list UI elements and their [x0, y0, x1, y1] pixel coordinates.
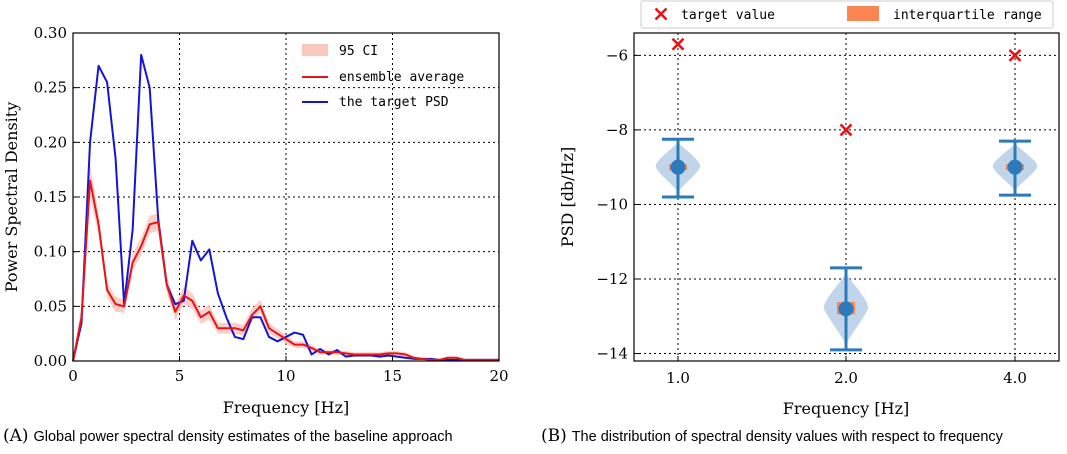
target-value-marker — [1008, 48, 1022, 62]
chart-b: 1.0 2.0 4.0 −14 −12 −10 −8 −6 Frequency [Hz] PS… — [558, 0, 1060, 418]
median-marker — [1007, 159, 1023, 175]
chart-b-legend: target value interquartile range — [640, 0, 1054, 29]
chart-a-ci-band — [73, 164, 499, 361]
chart-a-ci-band-group — [73, 164, 499, 361]
target-value-marker — [839, 123, 853, 137]
chart-a-ytick-label: 0.20 — [34, 133, 67, 151]
chart-a-ylabel: Power Spectral Density — [2, 102, 21, 293]
chart-a-grid — [73, 33, 499, 361]
chart-a-xtick-label: 5 — [175, 367, 185, 385]
chart-a-ytick-label: 0.10 — [34, 243, 67, 261]
chart-b-marks — [655, 37, 1038, 352]
chart-b-ytick-label: −14 — [596, 345, 628, 363]
chart-a-xtick-label: 0 — [68, 367, 78, 385]
chart-b-xtick-label: 4.0 — [1003, 369, 1027, 387]
chart-a: 0 5 10 15 20 0.00 0.05 0.10 0.15 0.20 0.25 0.30 Fre… — [2, 24, 509, 417]
target-cross-stroke — [671, 37, 685, 51]
chart-a-legend: 95 CI ensemble average the target PSD — [302, 44, 464, 110]
caption-a: (A) Global power spectral density estima… — [3, 426, 453, 446]
legend-iqr-label: interquartile range — [893, 8, 1042, 23]
chart-a-xtick-label: 15 — [383, 367, 402, 385]
chart-a-ytick-label: 0.25 — [34, 79, 67, 97]
chart-b-ticks: 1.0 2.0 4.0 −14 −12 −10 −8 −6 — [596, 46, 1027, 387]
chart-b-ytick-label: −10 — [596, 195, 628, 213]
chart-b-xlabel: Frequency [Hz] — [783, 399, 910, 418]
caption-b-text: The distribution of spectral density val… — [571, 429, 1003, 445]
chart-b-grid — [634, 33, 1059, 361]
legend-target-cross — [654, 7, 668, 21]
legend-ensemble-label: ensemble average — [339, 70, 464, 85]
target-cross-stroke — [839, 123, 853, 137]
chart-b-xtick-label: 1.0 — [666, 369, 690, 387]
chart-b-ylabel: PSD [db/Hz] — [558, 147, 577, 247]
chart-a-ytick-label: 0.30 — [34, 24, 67, 42]
chart-a-ytick-label: 0.15 — [34, 188, 67, 206]
chart-a-xtick-label: 20 — [489, 367, 508, 385]
legend-iqr-swatch — [847, 6, 879, 21]
chart-a-ytick-label: 0.05 — [34, 297, 67, 315]
legend-ci-label: 95 CI — [339, 44, 378, 59]
legend-target-value-label: target value — [681, 8, 775, 23]
caption-a-label: (A) — [3, 426, 29, 446]
chart-a-ytick-label: 0.00 — [34, 352, 67, 370]
series-ensemble-average-line — [72, 179, 499, 362]
chart-a-xtick-label: 10 — [276, 367, 295, 385]
legend-ci-swatch — [302, 44, 328, 56]
caption-b-label: (B) — [541, 426, 567, 446]
chart-b-ytick-label: −12 — [596, 270, 628, 288]
chart-b-ytick-label: −6 — [606, 46, 628, 64]
median-marker — [670, 159, 686, 175]
chart-a-series-lines — [72, 53, 499, 362]
chart-a-ticks: 0 5 10 15 20 0.00 0.05 0.10 0.15 0.20 0.25 0.30 — [34, 24, 509, 385]
legend-target-marker — [654, 7, 668, 21]
chart-a-xlabel: Frequency [Hz] — [223, 398, 350, 417]
target-value-marker — [671, 37, 685, 51]
median-marker — [838, 301, 854, 317]
caption-a-text: Global power spectral density estimates … — [33, 429, 453, 445]
chart-b-xtick-label: 2.0 — [834, 369, 858, 387]
target-cross-stroke — [1008, 48, 1022, 62]
legend-target-label: the target PSD — [339, 95, 449, 110]
chart-b-ytick-label: −8 — [606, 121, 628, 139]
target-cross-stroke — [654, 7, 668, 21]
caption-b: (B) The distribution of spectral density… — [541, 426, 1003, 446]
